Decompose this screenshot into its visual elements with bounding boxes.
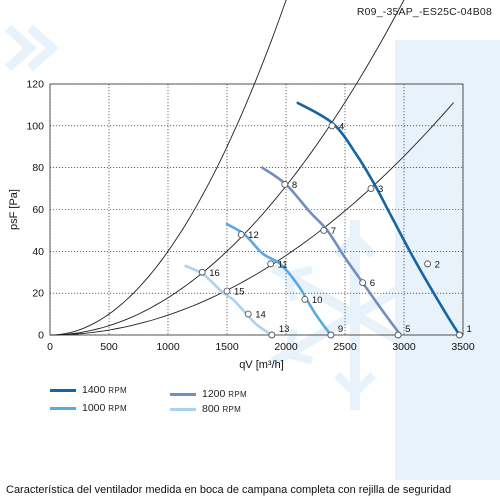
operating-point-marker xyxy=(301,295,309,303)
axis-labels: qV [m³/h] psF [Pa] xyxy=(8,189,284,371)
y-tick-label: 40 xyxy=(32,246,44,258)
x-tick-label: 3000 xyxy=(392,341,416,353)
operating-point-label: 1 xyxy=(466,324,471,335)
operating-point-label: 13 xyxy=(279,324,290,335)
watermark-chevron xyxy=(4,24,37,72)
fan-curve-1200-rpm xyxy=(261,166,402,337)
y-tick-label: 60 xyxy=(32,204,44,216)
x-tick-label: 500 xyxy=(100,341,118,353)
x-tick-label: 1500 xyxy=(215,341,239,353)
operating-point-marker xyxy=(424,260,432,268)
operating-point-marker xyxy=(268,331,276,339)
watermark-band xyxy=(395,40,500,480)
operating-point-label: 10 xyxy=(312,295,323,306)
y-tick-label: 100 xyxy=(26,120,44,132)
operating-point-marker xyxy=(359,279,367,287)
product-code: R09_-35AP_-ES25C-04B08 xyxy=(356,6,492,18)
operating-point-marker xyxy=(394,331,402,339)
x-tick-labels: 0 500 1000 1500 2000 2500 3000 3500 xyxy=(47,341,475,353)
y-tick-label: 120 xyxy=(26,79,44,91)
y-tick-labels: 0 20 40 60 80 100 120 xyxy=(26,79,44,342)
operating-point-marker xyxy=(281,180,289,188)
operating-point-marker xyxy=(320,226,328,234)
y-axis-label: psF [Pa] xyxy=(8,189,20,230)
y-tick-label: 20 xyxy=(32,288,44,300)
operating-point-marker xyxy=(327,331,335,339)
operating-point-marker xyxy=(328,122,336,130)
system-curve xyxy=(49,102,454,336)
system-curve xyxy=(49,0,405,336)
operating-point-label: 5 xyxy=(405,324,410,335)
operating-point-marker xyxy=(367,185,375,193)
y-tick-label: 80 xyxy=(32,162,44,174)
operating-point-marker xyxy=(198,268,206,276)
operating-point-label: 16 xyxy=(209,268,220,279)
x-tick-label: 0 xyxy=(47,341,53,353)
operating-point-marker xyxy=(237,231,245,239)
plot-frame xyxy=(49,83,464,336)
operating-point-marker xyxy=(244,310,252,318)
fan-curve-1000-rpm xyxy=(225,222,333,337)
x-tick-label: 3500 xyxy=(451,341,475,353)
operating-point-label: 14 xyxy=(255,310,266,321)
watermark-graphic xyxy=(4,24,500,480)
fan-curve-1400-rpm xyxy=(296,101,461,337)
operating-point-label: 2 xyxy=(435,259,440,270)
system-curve xyxy=(49,0,287,336)
operating-point-marker xyxy=(223,287,231,295)
snowflake-watermark-icon xyxy=(270,220,440,410)
operating-point-marker xyxy=(456,331,463,339)
operating-point-label: 11 xyxy=(278,259,288,270)
x-axis-label: qV [m³/h] xyxy=(239,359,284,371)
chart-grid xyxy=(49,83,464,336)
y-tick-label: 0 xyxy=(38,330,44,342)
operating-point-label: 4 xyxy=(339,121,344,132)
operating-point-marker xyxy=(267,260,275,268)
operating-point-label: 15 xyxy=(234,287,245,298)
system-curves xyxy=(49,0,454,336)
watermark-chevron xyxy=(26,24,59,72)
operating-point-label: 3 xyxy=(378,184,383,195)
x-tick-label: 2500 xyxy=(333,341,357,353)
x-tick-label: 1000 xyxy=(156,341,180,353)
chart-caption: Característica del ventilador medida en … xyxy=(6,484,452,496)
operating-point-label: 12 xyxy=(248,230,259,241)
operating-point-label: 9 xyxy=(338,324,343,335)
operating-point-label: 6 xyxy=(370,278,375,289)
operating-point-label: 7 xyxy=(331,226,336,237)
x-tick-label: 2000 xyxy=(274,341,298,353)
operating-point-label: 8 xyxy=(292,180,297,191)
